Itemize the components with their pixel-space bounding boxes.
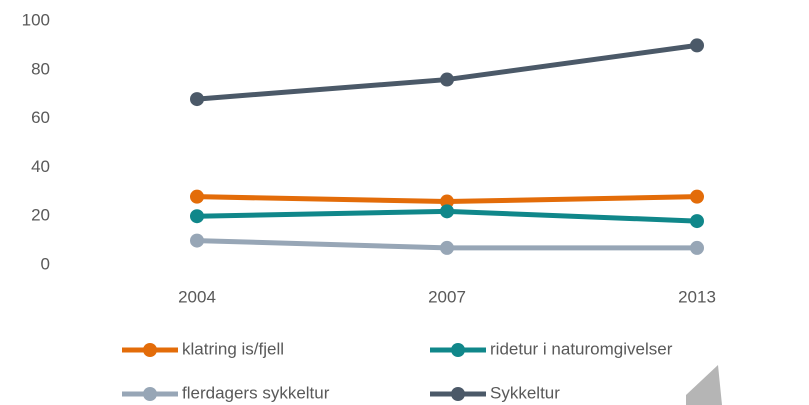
- x-tick-label: 2013: [678, 287, 716, 306]
- legend-marker: [451, 343, 465, 357]
- data-point: [690, 38, 704, 53]
- data-point: [690, 214, 704, 229]
- y-tick-label: 40: [31, 157, 50, 176]
- cursor-shape: [686, 365, 722, 405]
- x-tick-label: 2007: [428, 287, 466, 306]
- y-tick-label: 80: [31, 59, 50, 78]
- y-tick-label: 20: [31, 206, 50, 225]
- data-point: [440, 72, 454, 87]
- y-tick-label: 60: [31, 108, 50, 127]
- legend-label: Sykkeltur: [490, 383, 560, 402]
- series-line: [196, 42, 698, 102]
- data-point: [690, 240, 704, 255]
- data-point: [440, 194, 454, 209]
- legend-label: flerdagers sykkeltur: [182, 383, 330, 402]
- legend-marker: [143, 343, 157, 357]
- x-tick-label: 2004: [178, 287, 216, 306]
- legend-marker: [451, 387, 465, 401]
- legend-label: ridetur i naturomgivelser: [490, 339, 673, 358]
- data-point: [440, 204, 454, 219]
- data-point: [190, 233, 204, 248]
- data-point: [440, 240, 454, 255]
- y-tick-label: 0: [41, 254, 50, 273]
- y-tick-label: 100: [22, 10, 50, 29]
- legend-label: klatring is/fjell: [182, 339, 284, 358]
- data-point: [190, 189, 204, 204]
- legend-marker: [143, 387, 157, 401]
- data-point: [690, 189, 704, 204]
- data-point: [190, 92, 204, 107]
- data-point: [190, 209, 204, 224]
